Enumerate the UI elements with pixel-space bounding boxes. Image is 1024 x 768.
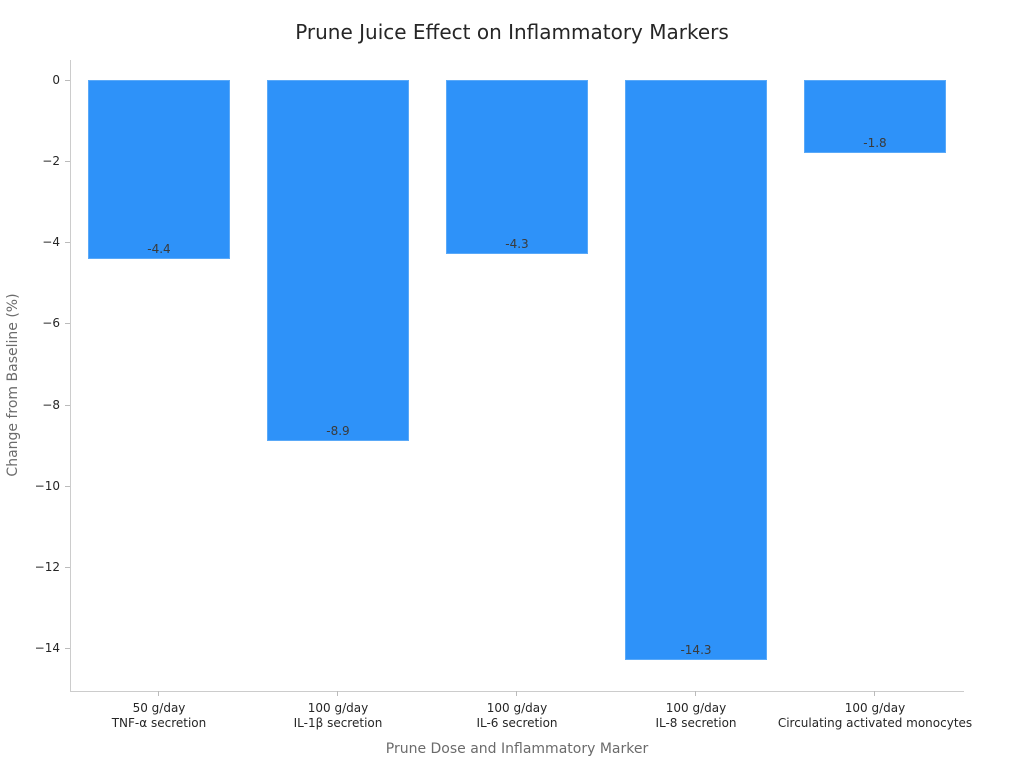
x-tick-marker-label: IL-8 secretion <box>655 716 737 730</box>
bar-value-label: -4.4 <box>147 242 171 256</box>
y-tick-label: −10 <box>34 479 60 493</box>
x-tick-dose-label: 50 g/day <box>132 701 186 715</box>
y-tick-label: 0 <box>52 73 60 87</box>
y-tick-label: −8 <box>42 398 60 412</box>
chart-title: Prune Juice Effect on Inflammatory Marke… <box>295 20 729 44</box>
y-tick-label: −12 <box>34 560 60 574</box>
x-tick-mark <box>695 691 696 696</box>
y-tick-mark <box>65 648 70 649</box>
x-tick-mark <box>337 691 338 696</box>
y-tick: −12 <box>0 560 70 581</box>
y-axis-label: Change from Baseline (%) <box>5 293 21 477</box>
y-tick-label: −4 <box>42 235 60 249</box>
x-tick-mark <box>874 691 875 696</box>
x-tick-dose-label: 100 g/day <box>486 701 548 715</box>
x-axis-line <box>70 691 964 692</box>
y-tick: −4 <box>0 235 70 256</box>
y-tick-mark <box>65 80 70 81</box>
x-tick-marker-label: TNF-α secretion <box>111 716 207 730</box>
x-tick-dose-label: 100 g/day <box>665 701 727 715</box>
y-tick: 0 <box>0 73 70 94</box>
bar-value-label: -8.9 <box>326 424 350 438</box>
y-tick-mark <box>65 161 70 162</box>
x-axis-label: Prune Dose and Inflammatory Marker <box>385 741 649 757</box>
bar-value-label: -4.3 <box>505 237 529 251</box>
bar[interactable] <box>267 80 409 441</box>
y-tick-mark <box>65 486 70 487</box>
x-tick-marker-label: IL-6 secretion <box>476 716 558 730</box>
x-tick-mark <box>158 691 159 696</box>
x-tick: 100 g/day IL-8 secretion <box>586 691 806 731</box>
x-tick-dose-label: 100 g/day <box>307 701 369 715</box>
bar[interactable] <box>625 80 767 660</box>
x-tick-dose-label: 100 g/day <box>844 701 906 715</box>
y-tick-mark <box>65 323 70 324</box>
bar[interactable] <box>804 80 946 153</box>
x-tick: 100 g/day Circulating activated monocytes <box>765 691 985 731</box>
x-tick-marker-label: Circulating activated monocytes <box>777 716 973 730</box>
x-tick: 100 g/day IL-6 secretion <box>407 691 627 731</box>
y-tick-mark <box>65 405 70 406</box>
x-tick-marker-label: IL-1β secretion <box>293 716 383 730</box>
y-tick: −10 <box>0 479 70 500</box>
bar[interactable] <box>446 80 588 254</box>
x-tick: 50 g/day TNF-α secretion <box>49 691 269 731</box>
y-tick: −2 <box>0 154 70 175</box>
y-axis-line <box>70 60 71 692</box>
y-tick: −8 <box>0 398 70 419</box>
x-tick: 100 g/day IL-1β secretion <box>228 691 448 731</box>
bar-value-label: -1.8 <box>863 136 887 150</box>
bar-value-label: -14.3 <box>680 643 712 657</box>
y-tick: −14 <box>0 641 70 662</box>
y-tick: −6 <box>0 316 70 337</box>
x-tick-mark <box>516 691 517 696</box>
y-tick-mark <box>65 242 70 243</box>
y-tick-label: −6 <box>42 316 60 330</box>
bar[interactable] <box>88 80 230 259</box>
y-tick-label: −2 <box>42 154 60 168</box>
y-tick-mark <box>65 567 70 568</box>
y-tick-label: −14 <box>34 641 60 655</box>
